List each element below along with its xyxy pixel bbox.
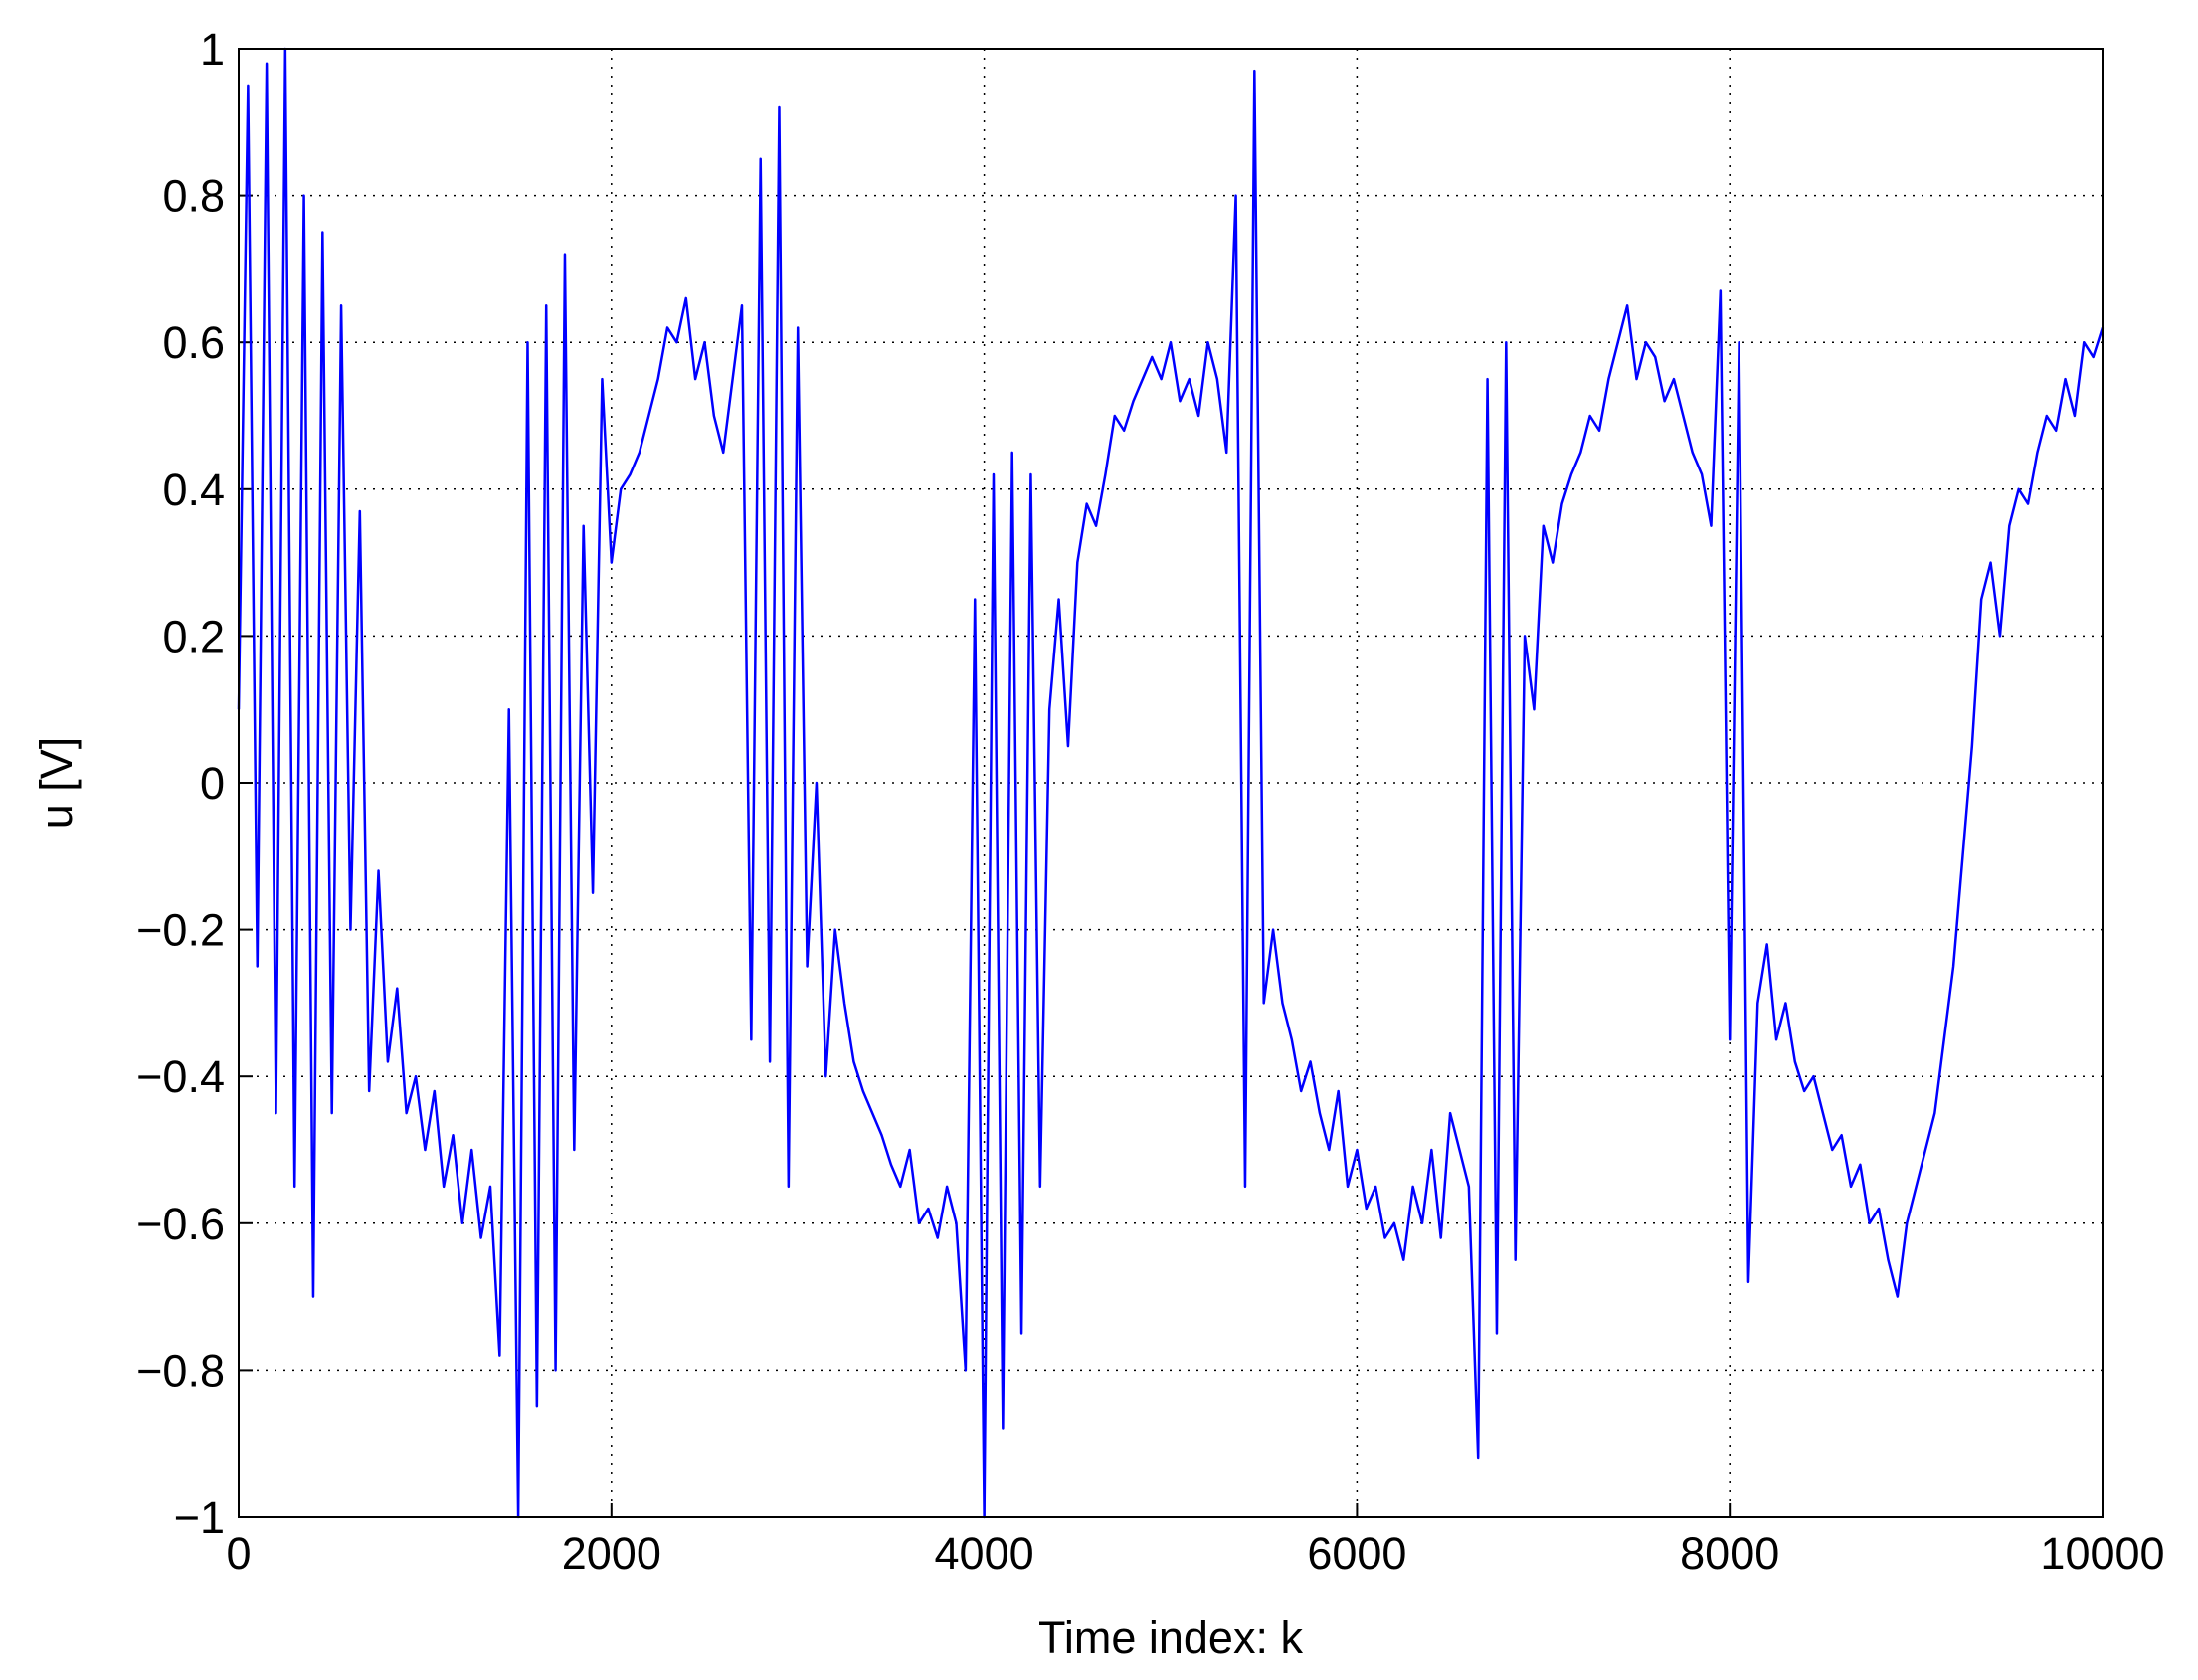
x-tick-label: 2000 xyxy=(562,1528,661,1579)
y-tick-label: 0.2 xyxy=(162,611,225,661)
x-tick-label: 0 xyxy=(226,1528,251,1579)
y-axis-label: u [V] xyxy=(31,737,82,830)
x-tick-label: 10000 xyxy=(2040,1528,2164,1579)
y-tick-label: 0 xyxy=(200,758,225,809)
y-tick-label: −0.6 xyxy=(136,1199,225,1249)
y-tick-label: −0.8 xyxy=(136,1345,225,1396)
plot-frame xyxy=(238,48,2104,1518)
y-tick-label: −1 xyxy=(174,1492,225,1543)
y-tick-label: 1 xyxy=(200,24,225,75)
data-line xyxy=(237,47,2105,1519)
x-axis-label: Time index: k xyxy=(1038,1612,1303,1663)
y-tick-label: −0.4 xyxy=(136,1051,225,1102)
x-tick-label: 8000 xyxy=(1680,1528,1779,1579)
x-tick-label: 6000 xyxy=(1307,1528,1406,1579)
y-tick-label: 0.4 xyxy=(162,465,225,515)
y-tick-label: 0.6 xyxy=(162,317,225,368)
y-tick-label: 0.8 xyxy=(162,171,225,222)
y-tick-label: −0.2 xyxy=(136,905,225,956)
x-tick-label: 4000 xyxy=(935,1528,1034,1579)
